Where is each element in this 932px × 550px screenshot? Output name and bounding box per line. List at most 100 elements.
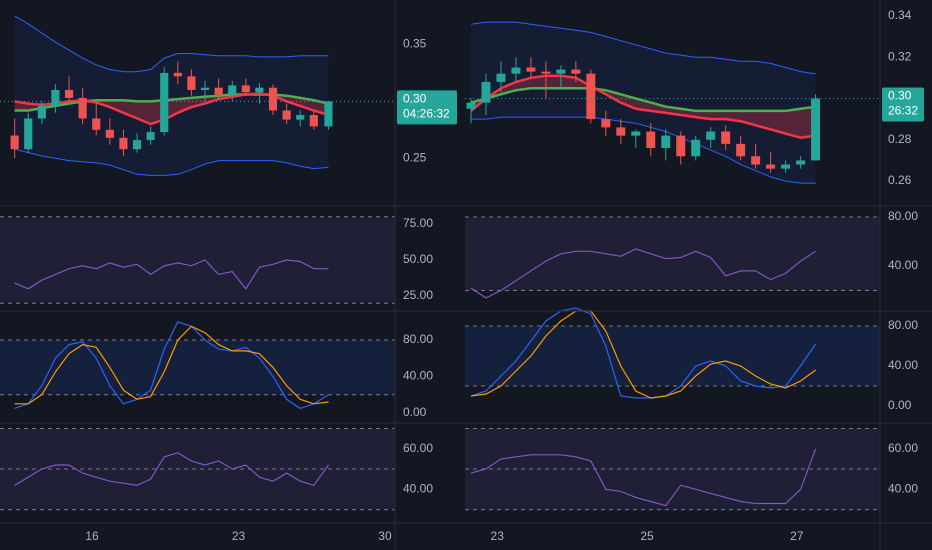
x-tick-label: 23 (491, 529, 505, 543)
panel: 60.00 40.00 (0, 427, 433, 511)
candle-body (37, 105, 46, 119)
candle-body (119, 137, 128, 150)
candle-body (214, 87, 223, 95)
candle-body (616, 127, 626, 136)
y-tick-label: 0.34 (888, 8, 912, 22)
candle-body (661, 135, 671, 149)
indicator-line (14, 259, 329, 290)
candle-body (526, 67, 536, 72)
y-tick-label: 60.00 (888, 441, 918, 455)
indicator-line (470, 310, 816, 399)
band-fill (0, 340, 395, 395)
x-tick-label: 16 (85, 529, 99, 543)
overlay-line (470, 74, 816, 139)
y-tick-label: 0.28 (888, 132, 912, 146)
overlay-line (470, 21, 816, 75)
panel: 80.00 40.00 0.00 (0, 321, 433, 419)
candle-body (24, 118, 33, 150)
y-tick-label: 0.26 (888, 173, 912, 187)
candle-body (466, 102, 476, 109)
candle-body (296, 115, 305, 120)
band-fill (0, 216, 395, 304)
candle-body (228, 85, 237, 95)
candle-body (586, 73, 596, 120)
y-tick-label: 40.00 (888, 482, 918, 496)
candle-body (282, 110, 291, 120)
panel: 60.00 40.00 (465, 427, 918, 511)
candle-body (255, 87, 264, 93)
candle-body (268, 87, 278, 111)
y-tick-label: 80.00 (888, 209, 918, 223)
candle-body (541, 71, 551, 74)
overlay-line (471, 116, 816, 184)
y-tick-label: 60.00 (403, 441, 433, 455)
x-tick-label: 27 (790, 529, 804, 543)
candle-body (105, 129, 114, 138)
overlay-line (14, 15, 329, 73)
candle-body (676, 135, 686, 157)
y-tick-label: 40.00 (888, 258, 918, 272)
candle-body (160, 72, 169, 133)
candle-body (241, 85, 250, 93)
y-tick-label: 0.25 (403, 150, 427, 164)
candle-body (200, 87, 210, 90)
indicator-line (470, 307, 817, 399)
candle-body (556, 69, 566, 74)
candle-body (766, 164, 776, 169)
band-fill (14, 15, 329, 176)
indicator-line (14, 325, 329, 405)
candle-body (736, 143, 746, 157)
price-label: 0.30 (403, 92, 427, 106)
candle-body (496, 73, 506, 82)
candle-body (631, 131, 641, 136)
candle-body (324, 101, 333, 127)
panel: 80.00 40.00 (465, 209, 918, 299)
candle-body (92, 118, 101, 130)
candle-body (481, 81, 491, 103)
candle-body (146, 132, 155, 141)
candle-body (187, 76, 196, 90)
y-tick-label: 40.00 (403, 369, 433, 383)
panel: 75.00 50.00 25.00 (0, 216, 433, 304)
indicator-line (14, 321, 329, 410)
candle-body (173, 72, 182, 77)
candle-body (601, 119, 611, 128)
y-tick-label: 0.32 (888, 49, 912, 63)
y-tick-label: 50.00 (403, 252, 433, 266)
band-fill (465, 326, 880, 386)
y-tick-label: 0.00 (888, 398, 912, 412)
price-label: 0.30 (888, 89, 912, 103)
ma-fill (471, 75, 816, 138)
price-label-box (882, 87, 924, 122)
candle-body (511, 67, 521, 74)
candle-body (781, 164, 791, 169)
y-tick-label: 80.00 (403, 332, 433, 346)
indicator-line (14, 452, 329, 486)
x-tick-label: 25 (640, 529, 654, 543)
indicator-line (470, 248, 816, 299)
candle-body (796, 160, 806, 165)
candle-body (646, 131, 656, 149)
overlay-line (470, 86, 816, 113)
candle-body (691, 139, 701, 157)
candle-body (571, 69, 581, 74)
y-tick-label: 0.00 (403, 405, 427, 419)
candle-body (721, 131, 731, 144)
x-tick-label: 23 (232, 529, 246, 543)
y-tick-label: 80.00 (888, 318, 918, 332)
countdown-label: 26:32 (888, 104, 918, 118)
candle-body (706, 131, 716, 140)
candle-body (10, 135, 19, 150)
candle-body (751, 156, 761, 165)
candle-body (64, 89, 74, 98)
candle-body (51, 89, 60, 106)
y-tick-label: 40.00 (888, 358, 918, 372)
y-tick-label: 25.00 (403, 288, 433, 302)
